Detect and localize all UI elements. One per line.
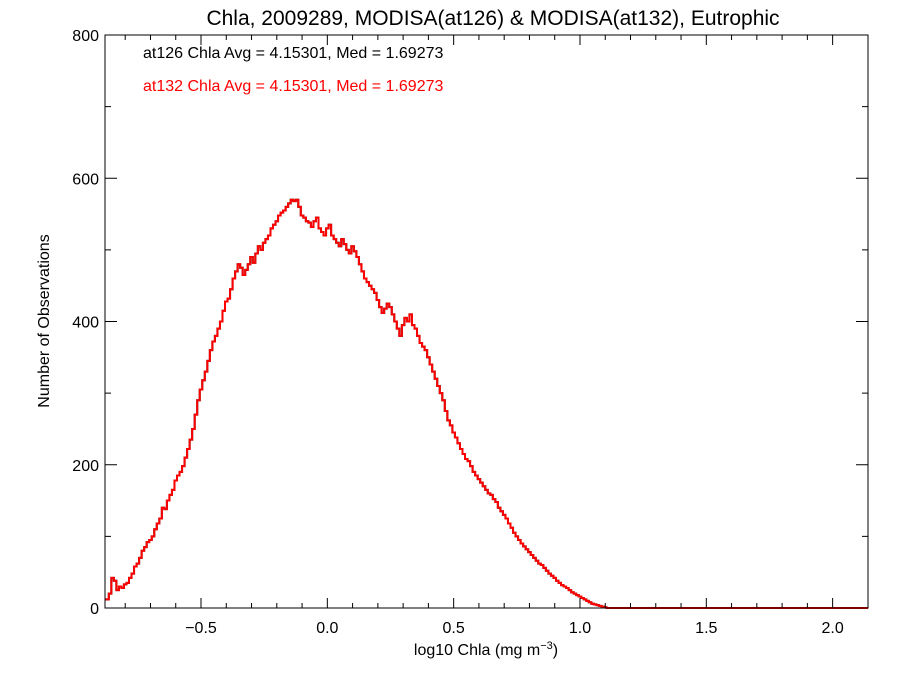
annotation-at132: at132 Chla Avg = 4.15301, Med = 1.69273 xyxy=(143,78,443,95)
y-tick-label: 600 xyxy=(72,171,99,188)
x-tick-label: 0.5 xyxy=(443,620,465,637)
x-axis-label: log10 Chla (mg m−3) xyxy=(414,640,558,659)
histogram-series-at126 xyxy=(105,198,868,609)
x-tick-label: 0.0 xyxy=(316,620,338,637)
annotation-at126: at126 Chla Avg = 4.15301, Med = 1.69273 xyxy=(143,45,443,62)
x-axis-label-superscript: −3 xyxy=(540,640,553,652)
plot-frame xyxy=(104,34,869,609)
y-axis-label: Number of Observations xyxy=(36,234,53,407)
y-tick-label: 200 xyxy=(72,458,99,475)
y-tick-label: 800 xyxy=(72,28,99,45)
x-tick-label: −0.5 xyxy=(185,620,217,637)
chart-title: Chla, 2009289, MODISA(at126) & MODISA(at… xyxy=(206,7,779,30)
histogram-series xyxy=(105,198,868,609)
y-tick-label: 400 xyxy=(72,315,99,332)
x-tick-label: 1.5 xyxy=(695,620,717,637)
x-tick-label: 2.0 xyxy=(822,620,844,637)
y-tick-label: 0 xyxy=(90,601,99,618)
axis-ticks: −0.5 0.0 0.5 1.0 1.5 2.0 0 200 400 600 800 xyxy=(72,28,868,637)
x-tick-label: 1.0 xyxy=(569,620,591,637)
histogram-series-at132 xyxy=(105,198,868,609)
